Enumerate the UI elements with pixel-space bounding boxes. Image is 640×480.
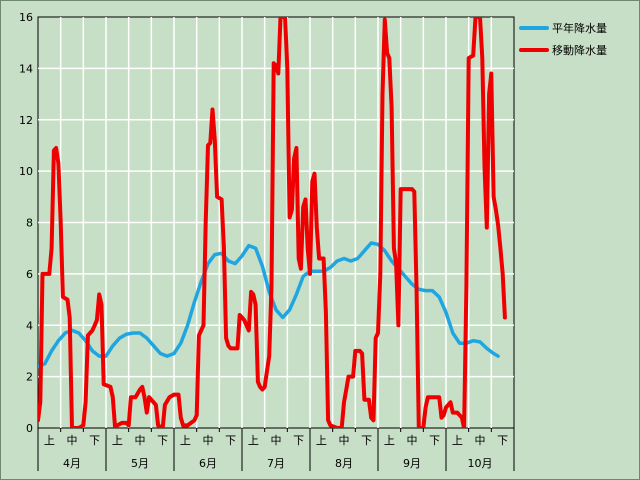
series-line-1 <box>38 241 500 369</box>
x-sub-tick-label: 下 <box>225 434 236 447</box>
legend-label-2: 移動降水量 <box>552 43 607 57</box>
x-sub-tick-label: 上 <box>384 434 395 447</box>
x-sub-tick-label: 上 <box>452 434 463 447</box>
x-month-label: 8月 <box>335 457 353 470</box>
x-sub-tick-label: 下 <box>429 434 440 447</box>
y-tick-label: 8 <box>26 217 33 230</box>
x-sub-tick-label: 上 <box>112 434 123 447</box>
x-sub-tick-label: 上 <box>316 434 327 447</box>
y-tick-label: 14 <box>19 62 33 75</box>
x-sub-tick-label: 下 <box>293 434 304 447</box>
y-tick-label: 16 <box>19 11 33 24</box>
x-month-label: 5月 <box>131 457 149 470</box>
legend-label-1: 平年降水量 <box>552 21 607 35</box>
x-sub-tick-label: 上 <box>248 434 259 447</box>
x-sub-tick-label: 下 <box>89 434 100 447</box>
x-sub-tick-label: 中 <box>67 434 78 447</box>
x-sub-tick-label: 上 <box>44 434 55 447</box>
x-sub-tick-label: 下 <box>497 434 508 447</box>
x-sub-tick-label: 中 <box>135 434 146 447</box>
x-sub-tick-label: 中 <box>271 434 282 447</box>
x-month-label: 4月 <box>63 457 81 470</box>
x-sub-tick-label: 上 <box>180 434 191 447</box>
x-sub-tick-label: 中 <box>407 434 418 447</box>
x-sub-tick-label: 中 <box>475 434 486 447</box>
y-tick-label: 12 <box>19 114 33 127</box>
y-tick-label: 2 <box>26 371 33 384</box>
x-month-label: 10月 <box>468 457 493 470</box>
x-sub-tick-label: 中 <box>339 434 350 447</box>
series-line-2 <box>38 17 507 428</box>
x-sub-tick-label: 中 <box>203 434 214 447</box>
y-tick-label: 10 <box>19 165 33 178</box>
y-tick-label: 4 <box>26 319 33 332</box>
x-month-label: 6月 <box>199 457 217 470</box>
x-sub-tick-label: 下 <box>157 434 168 447</box>
x-month-label: 7月 <box>267 457 285 470</box>
x-month-label: 9月 <box>403 457 421 470</box>
y-tick-label: 6 <box>26 268 33 281</box>
x-sub-tick-label: 下 <box>361 434 372 447</box>
y-tick-label: 0 <box>26 422 33 435</box>
